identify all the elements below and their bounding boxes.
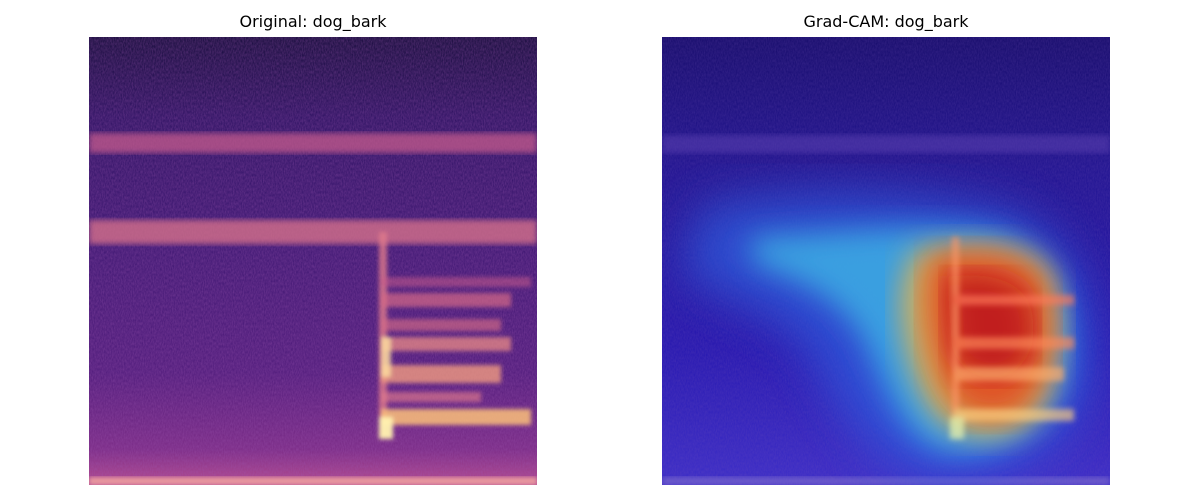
gradcam-overlay-image: [662, 37, 1110, 485]
right-panel-title: Grad-CAM: dog_bark: [803, 12, 969, 31]
original-spectrogram-image: [89, 37, 537, 485]
left-panel-title: Original: dog_bark: [239, 12, 387, 31]
